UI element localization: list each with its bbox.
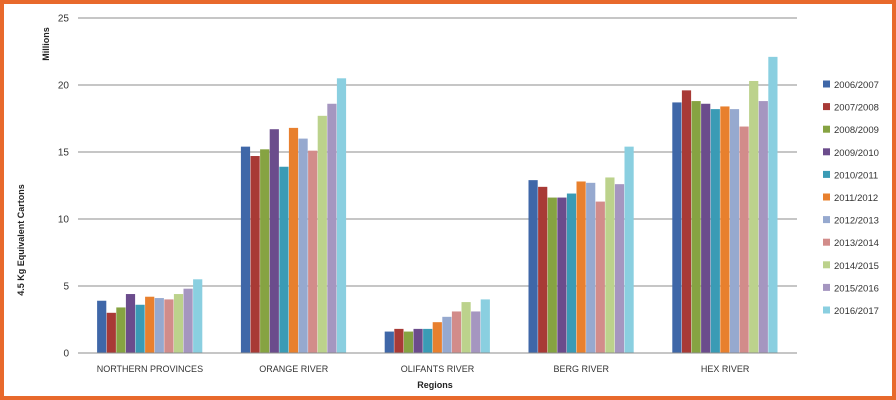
bar (691, 101, 701, 353)
bar (461, 302, 471, 353)
legend-label: 2006/2007 (834, 80, 879, 91)
bar (605, 177, 615, 353)
legend-swatch (823, 193, 830, 201)
bar (710, 109, 720, 354)
legend-label: 2015/2016 (834, 283, 879, 294)
legend-swatch (823, 283, 830, 291)
bar (183, 288, 193, 353)
bar (566, 193, 577, 353)
bars (97, 56, 778, 354)
legend-swatch (823, 216, 830, 224)
x-tick-label: ORANGE RIVER (259, 364, 329, 374)
bar (538, 186, 548, 353)
legend-label: 2010/2011 (834, 170, 878, 181)
legend-label: 2011/2012 (834, 193, 878, 204)
bar (125, 294, 136, 353)
legend-label: 2016/2017 (834, 306, 879, 317)
legend-swatch (823, 238, 830, 246)
bar (164, 299, 174, 353)
y-tick-label: 25 (58, 14, 70, 25)
bar (720, 106, 730, 353)
x-tick-labels: NORTHERN PROVINCES ORANGE RIVER OLIFANTS R… (97, 364, 750, 374)
bar (97, 300, 107, 353)
legend-label: 2009/2010 (834, 148, 879, 159)
legend-label: 2008/2009 (834, 125, 879, 136)
bar (260, 149, 270, 353)
bar (298, 138, 308, 353)
bar (317, 115, 327, 353)
bar (154, 298, 164, 353)
legend-label: 2007/2008 (834, 103, 879, 114)
bar (768, 56, 778, 354)
bar (624, 146, 634, 353)
bar (269, 129, 279, 353)
bar (394, 328, 404, 353)
bar (145, 296, 155, 353)
bar (336, 78, 347, 354)
bar (327, 103, 337, 353)
bar (403, 331, 414, 353)
bar (701, 103, 711, 353)
legend-swatch (823, 103, 830, 111)
bar (547, 197, 557, 353)
bar (480, 299, 490, 353)
y-tick-label: 15 (58, 148, 70, 159)
legend-label: 2013/2014 (834, 238, 879, 249)
bar (106, 312, 116, 353)
x-tick-label: OLIFANTS RIVER (401, 364, 475, 374)
bar (116, 307, 126, 353)
bar (729, 109, 740, 354)
bar (432, 322, 442, 353)
legend-swatch (823, 306, 830, 314)
bar (758, 101, 768, 353)
legend-swatch (823, 170, 830, 178)
bar (173, 294, 184, 353)
bar (614, 184, 625, 353)
bar (240, 146, 251, 353)
bar (528, 180, 538, 353)
legend-swatch (823, 148, 830, 156)
bar (576, 181, 586, 353)
legend-swatch (823, 80, 830, 88)
x-axis-title: Regions (417, 380, 453, 390)
bar (413, 328, 423, 353)
y-tick-label: 20 (58, 81, 70, 92)
legend-label: 2012/2013 (834, 216, 879, 227)
y-axis-unit-label: Millions (41, 27, 51, 61)
bar (250, 156, 260, 353)
legend-swatch (823, 125, 830, 133)
y-tick-labels: 0 5 10 15 20 25 (58, 14, 70, 360)
y-tick-label: 10 (58, 215, 70, 226)
bar (279, 166, 289, 353)
bar (672, 102, 682, 353)
legend-swatch (823, 261, 830, 269)
x-tick-label: BERG RIVER (554, 364, 610, 374)
x-tick-label: HEX RIVER (701, 364, 750, 374)
bar (384, 331, 394, 353)
y-tick-label: 5 (63, 282, 69, 293)
x-tick-label: NORTHERN PROVINCES (97, 364, 203, 374)
y-axis-title: 4.5 Kg Equivalent Cartons (16, 184, 26, 296)
bar (135, 304, 145, 353)
legend-label: 2014/2015 (834, 261, 879, 272)
bar (739, 126, 749, 353)
bar (595, 201, 605, 353)
bar (442, 316, 452, 353)
bar (586, 182, 596, 353)
legend: 2006/2007 2007/2008 2008/2009 2009/2010 2010… (823, 80, 879, 317)
bar (288, 127, 299, 353)
y-tick-label: 0 (63, 349, 69, 360)
bar (451, 311, 462, 353)
bar (193, 279, 203, 353)
bar (471, 311, 481, 353)
bar (749, 80, 759, 353)
bar (557, 197, 567, 353)
bar (423, 328, 433, 353)
bar (681, 90, 692, 354)
bar (308, 150, 318, 353)
